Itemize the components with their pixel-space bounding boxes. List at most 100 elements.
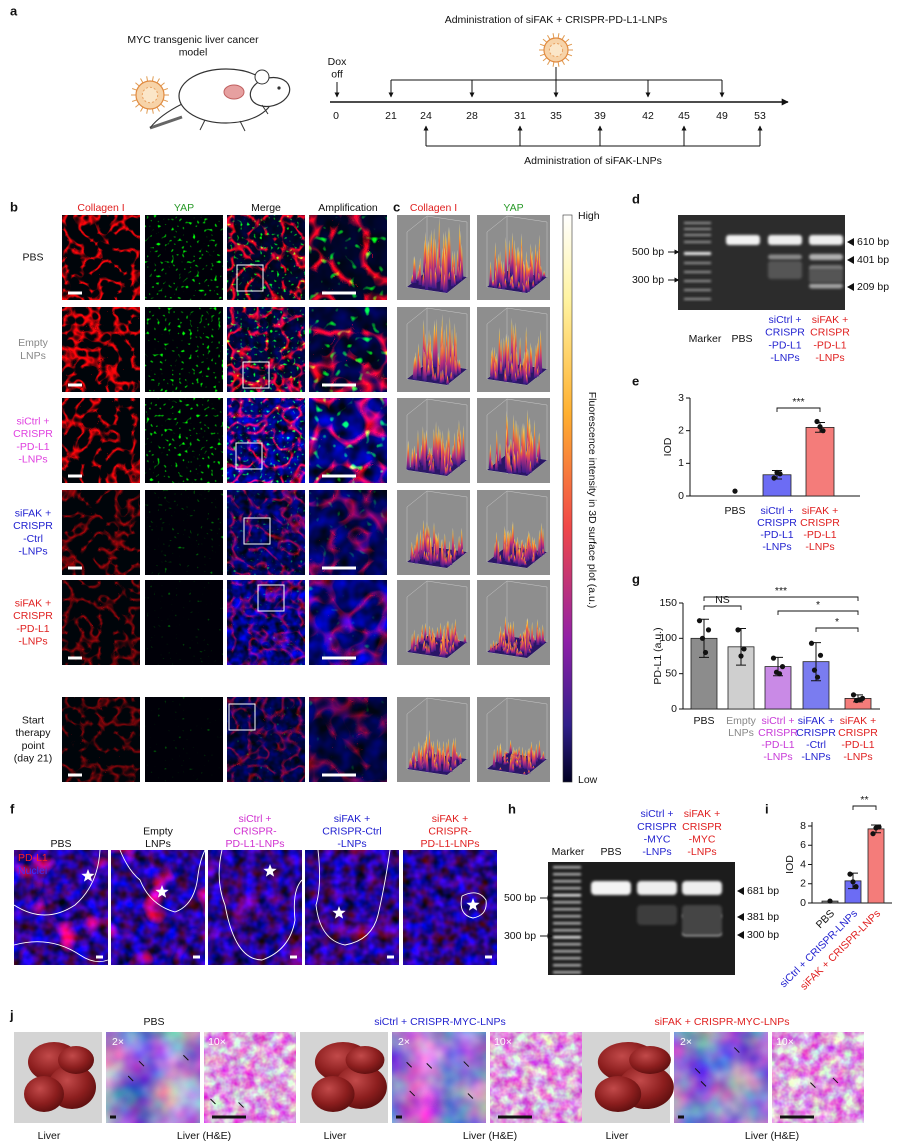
bar — [805, 426, 835, 497]
ladder-band — [553, 929, 581, 932]
data-point — [738, 653, 744, 659]
text-line: PD-L1-LNPs — [421, 838, 480, 850]
y-axis-label: IOD — [784, 855, 796, 874]
text-line: -LNPs — [815, 352, 844, 364]
gel-band — [682, 881, 722, 895]
text-line: -LNPs — [770, 352, 799, 364]
surface-spike — [406, 441, 410, 470]
ladder-band — [684, 298, 711, 300]
text-line: siFAK + — [840, 715, 876, 727]
surface-spike — [490, 459, 494, 470]
data-point — [699, 635, 706, 641]
mouse-tail — [149, 103, 183, 129]
surface-spike — [421, 271, 425, 287]
surface-spike — [516, 251, 520, 281]
surface-spike — [460, 548, 465, 555]
ladder-band — [684, 271, 711, 273]
surface-spike — [526, 754, 531, 771]
amplified-image — [309, 398, 387, 483]
surface-spike — [429, 268, 433, 288]
surface-spike — [425, 642, 429, 655]
surface-spike — [449, 628, 453, 649]
text-line: CRISPR — [838, 727, 878, 739]
particle-spike — [567, 53, 573, 57]
ladder-band — [684, 289, 711, 291]
day-label: 42 — [642, 110, 654, 122]
surface-spike — [436, 365, 440, 380]
surface-spike — [448, 553, 453, 565]
panel-letter: d — [632, 191, 640, 206]
surface-spike — [504, 373, 508, 382]
text-line: -MYC — [689, 833, 716, 845]
surface-spike — [535, 456, 539, 464]
text-line: Start — [22, 714, 44, 726]
row-label: PBS — [22, 251, 43, 263]
amplified-image — [309, 580, 387, 665]
band-pointer — [737, 887, 744, 895]
text-line: -MYC — [644, 833, 671, 845]
group-label: PBS — [50, 838, 71, 850]
surface-spike — [531, 280, 535, 288]
text-line: Empty — [143, 825, 174, 837]
surface-spike — [531, 750, 535, 767]
ladder-band — [553, 901, 581, 904]
data-point — [779, 664, 786, 670]
column-header: Merge — [251, 202, 281, 214]
text-line: siCtrl + — [762, 715, 795, 727]
text-line: -LNPs — [687, 846, 716, 858]
surface-spike — [514, 264, 518, 288]
band-label: 300 bp — [747, 929, 779, 941]
text-line: CRISPR — [796, 727, 836, 739]
surface-spike — [522, 423, 526, 473]
surface-spike — [425, 240, 429, 290]
surface-spike — [434, 421, 438, 467]
surface-spike — [510, 317, 514, 366]
text-line: -PD-L1 — [768, 339, 801, 351]
surface-spike — [520, 552, 525, 565]
surface-spike — [517, 281, 521, 289]
surface-spike — [449, 454, 453, 469]
tumor-outline — [13, 941, 109, 963]
surface-spike — [519, 250, 523, 291]
surface-spike — [418, 529, 423, 559]
surface-spike — [419, 631, 424, 645]
particle-spike — [135, 103, 140, 108]
surface-spike — [523, 541, 528, 563]
text-line: CRISPR — [637, 821, 677, 833]
text-line: CRISPR — [13, 520, 53, 532]
surface-spike — [456, 249, 460, 282]
text-line: CRISPR — [758, 727, 798, 739]
significance-bracket — [776, 407, 821, 412]
collagen-image — [62, 697, 140, 782]
surface-spike — [413, 755, 417, 767]
band-pointer — [847, 283, 854, 291]
surface-spike — [489, 261, 493, 286]
surface-spike — [435, 761, 439, 772]
surface-spike — [498, 282, 502, 289]
surface-spike — [504, 236, 508, 282]
surface-spike — [436, 531, 440, 562]
gel-band — [768, 254, 802, 260]
gel-band — [726, 235, 760, 245]
surface-spike — [526, 631, 530, 653]
surface-spike — [511, 620, 515, 645]
nanoparticle-core — [141, 86, 159, 104]
surface-spike — [507, 263, 511, 283]
pointer-arrow — [467, 1093, 474, 1099]
surface-spike — [453, 432, 457, 465]
surface-spike — [438, 747, 442, 771]
amplified-image — [309, 307, 387, 392]
pointer-arrow — [238, 1102, 244, 1108]
mouse-leg — [261, 104, 269, 115]
text-line: -PD-L1 — [760, 529, 793, 541]
surface-spike — [410, 274, 414, 284]
panel-letter: f — [10, 801, 15, 816]
text-line: -LNPs — [801, 751, 830, 763]
column-header: Amplification — [318, 202, 378, 214]
surface-spike — [435, 641, 439, 645]
text-line: point — [22, 740, 45, 752]
ladder-band — [684, 228, 711, 230]
surface-spike — [510, 232, 514, 276]
surface-spike — [510, 646, 514, 654]
